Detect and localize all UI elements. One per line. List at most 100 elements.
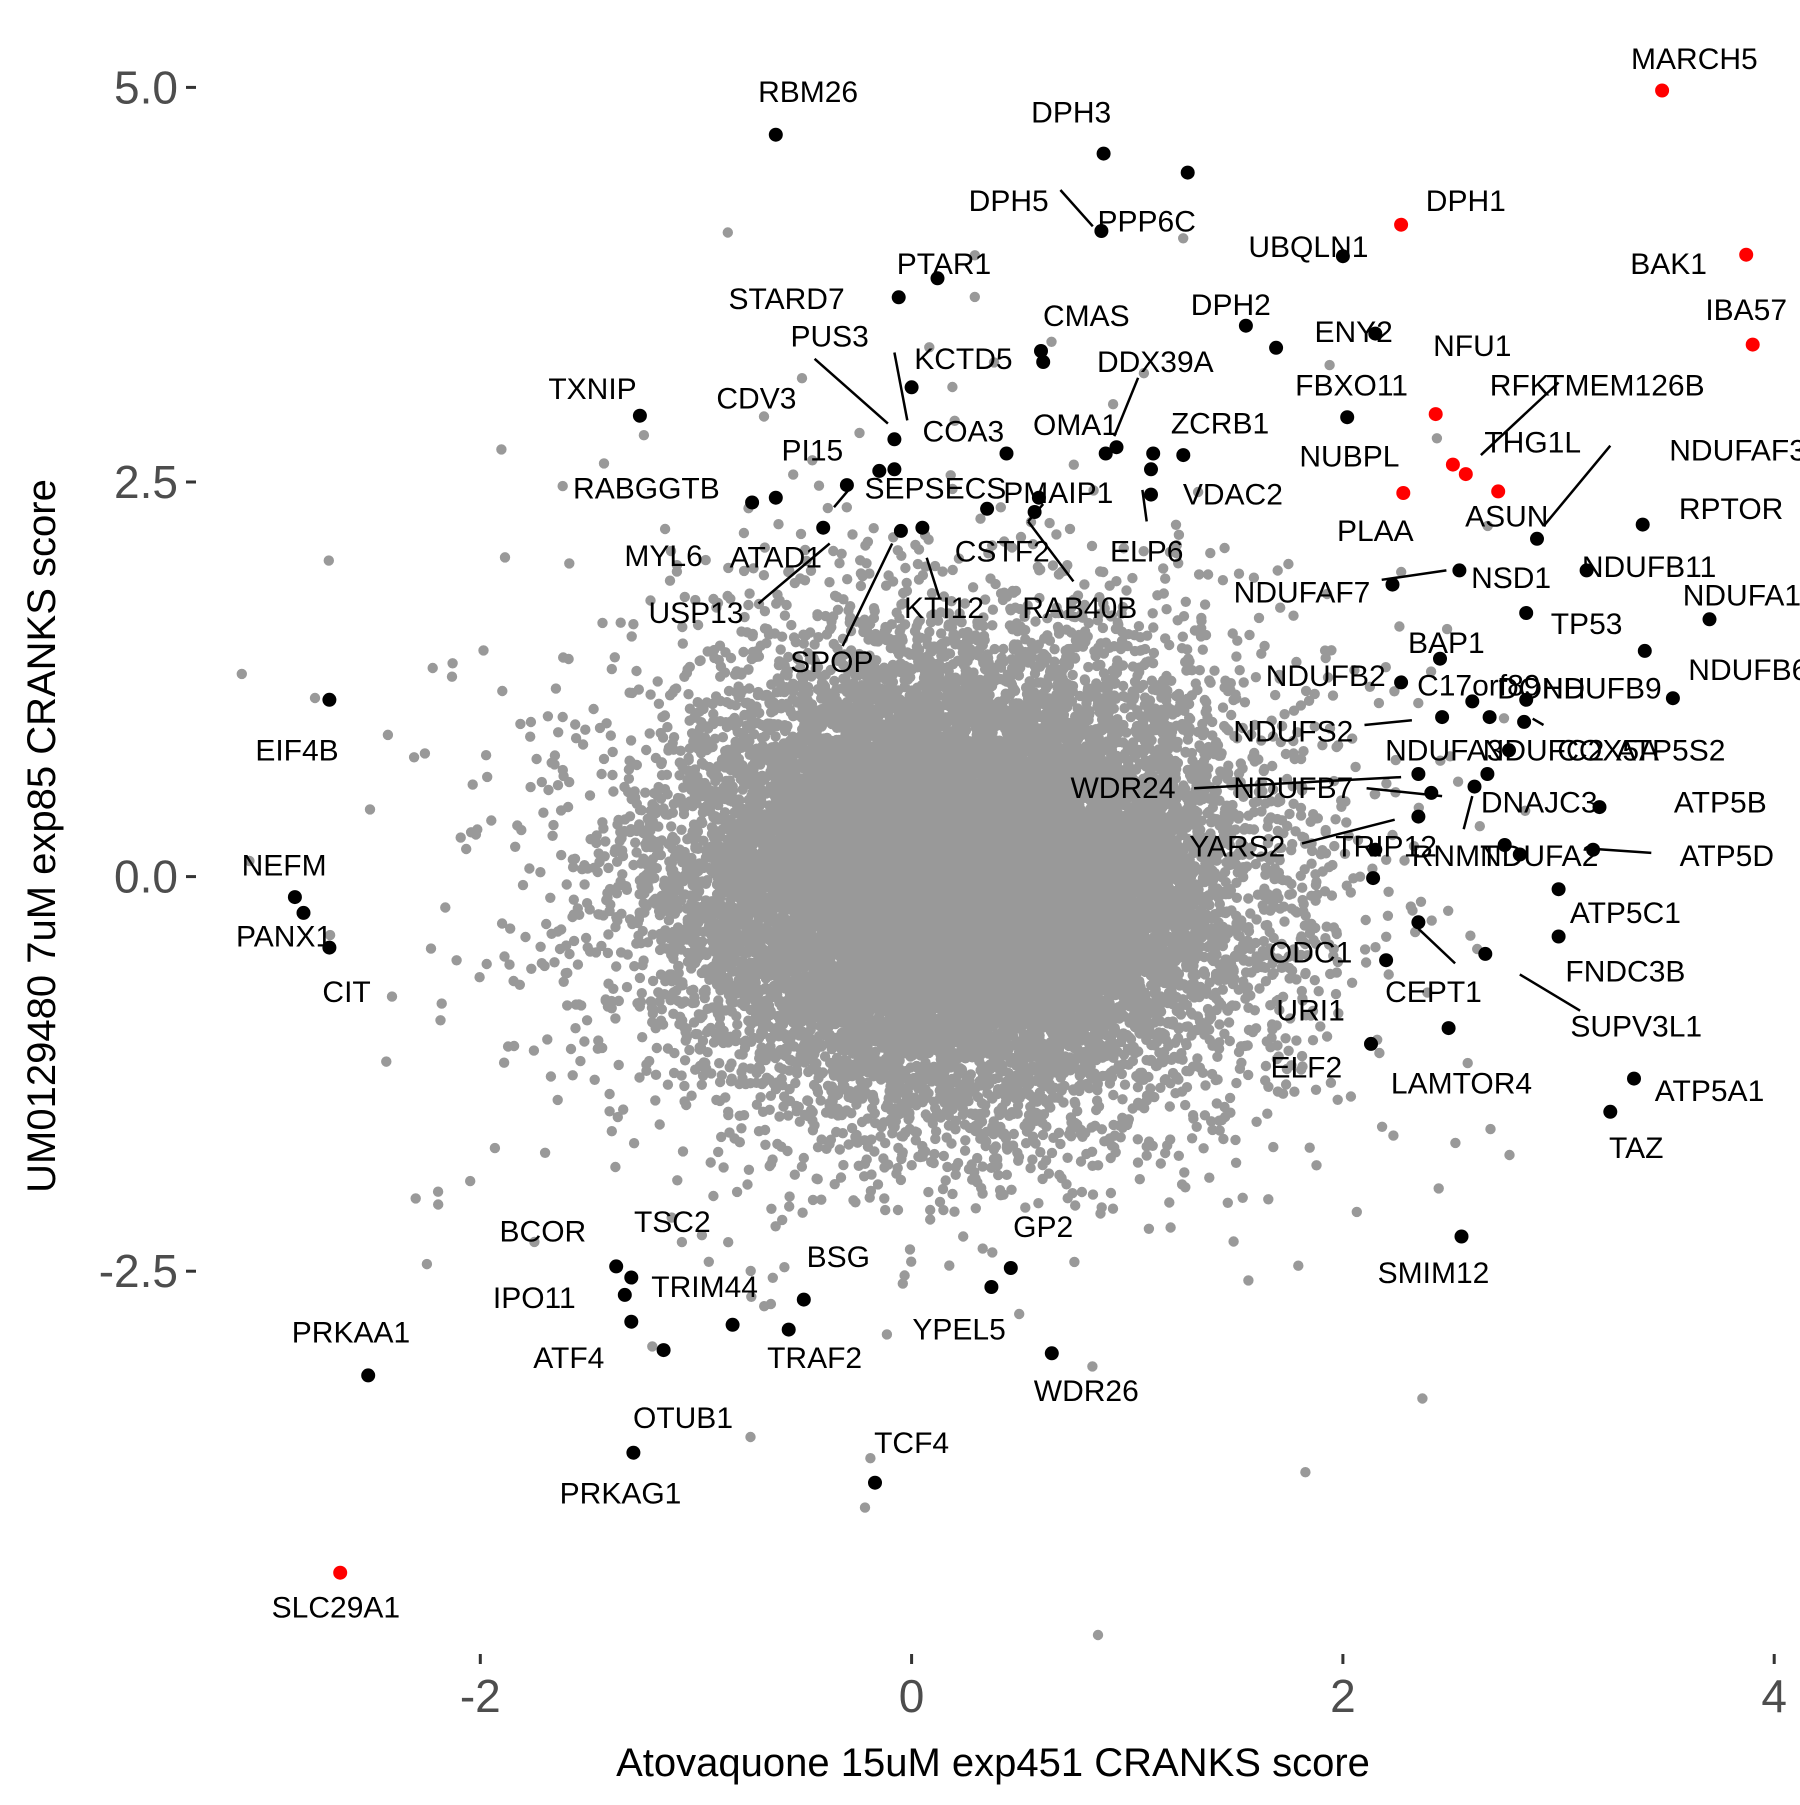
point-ddx39a [1098,446,1113,461]
gene-label-ndufb9: NDUFB9 [1542,673,1662,706]
leader-lines-layer [757,189,1652,1012]
leader-line [1301,818,1396,845]
point-rab40b [1027,505,1042,519]
point-atf4 [656,1343,671,1358]
point-atp5d [1586,842,1601,857]
gene-label-rfk: RFK [1490,370,1550,403]
leader-line [1542,444,1612,527]
gene-label-bsg: BSG [807,1241,870,1274]
gene-label-dph3: DPH3 [1031,97,1111,130]
point-nfu1 [1269,340,1284,355]
gene-label-panx1: PANX1 [236,921,332,954]
point-cox5a [1502,743,1516,758]
point-tmem126b [1491,484,1506,499]
point-cit [322,940,337,955]
gene-label-ipo11: IPO11 [493,1282,576,1315]
gene-label-ndufb2: NDUFB2 [1266,660,1386,693]
point-cdv3 [887,432,902,447]
gene-label-atf4: ATF4 [533,1342,604,1375]
gene-label-slc29a1: SLC29A1 [272,1591,400,1624]
point-ndufb2 [1394,675,1409,690]
leader-line [841,542,894,647]
point-ndufb9 [1665,691,1680,706]
gene-label-nfu1: NFU1 [1433,330,1511,363]
gene-label-tcf4: TCF4 [874,1427,949,1460]
gene-label-wdr26: WDR26 [1034,1375,1139,1408]
gene-label-odc1: ODC1 [1269,936,1352,969]
point-bsg [796,1292,811,1307]
point-bak1 [1739,247,1754,262]
y-tick-label: 0.0 [114,851,178,903]
point-smim12 [1454,1229,1469,1244]
gene-label-rabggtb: RABGGTB [573,472,720,505]
gene-label-tp53: TP53 [1551,608,1623,641]
point-usp13 [839,478,854,493]
gene-label-ubqln1: UBQLN1 [1248,231,1368,264]
leader-line [1462,795,1474,830]
point-rptor [1635,517,1650,532]
point-ndufb7 [1424,785,1439,800]
gene-label-myl6: MYL6 [624,540,702,573]
gene-label-nefm: NEFM [242,850,327,883]
point-dnajc3 [1467,779,1482,794]
point-atp5c1 [1551,882,1566,897]
gene-label-plaa: PLAA [1337,515,1414,548]
point-pmaip1 [1031,490,1046,505]
gene-label-gp2: GP2 [1013,1211,1073,1244]
gene-label-zcrb1: ZCRB1 [1171,408,1269,441]
leader-line [1059,189,1094,228]
gene-label-dnajc3: DNAJC3 [1481,786,1598,819]
gene-label-trim44: TRIM44 [651,1271,758,1304]
x-tick-label: 4 [1761,1670,1787,1722]
gene-label-dph1: DPH1 [1426,185,1506,218]
point-gp2 [1003,1261,1018,1275]
gene-label-dohh: DOHH [1497,673,1585,706]
leader-line [1027,520,1075,583]
gene-label-rab40b: RAB40B [1022,592,1137,625]
point-stard7 [891,290,906,305]
gene-label-cept1: CEPT1 [1385,976,1482,1009]
gene-label-asun: ASUN [1465,501,1548,534]
point-ndufa3 [1482,710,1497,725]
point-ipo11 [617,1287,632,1302]
point-c17orf89 [1465,694,1480,709]
point-pus3 [904,380,919,395]
leader-line [1194,775,1402,790]
point-asun [1458,467,1473,482]
gene-label-cmas: CMAS [1043,300,1130,333]
point-ndufb11 [1579,563,1594,578]
leader-line [1364,719,1413,727]
leader-line [1417,927,1456,965]
point-bap1 [1433,651,1447,666]
point-spop [893,523,908,538]
gene-label-lamtor4: LAMTOR4 [1391,1067,1532,1100]
point-elf2 [1364,1036,1378,1051]
gene-label-kctd5: KCTD5 [914,343,1012,376]
leader-line [1113,377,1140,437]
x-tick-label: 0 [899,1670,925,1722]
y-tick-label: 2.5 [114,456,178,508]
gene-label-uri1: URI1 [1276,995,1344,1028]
point-ndufaf3 [1530,531,1544,546]
point-ppp6c [1180,165,1195,180]
point-vdac2 [1144,462,1158,477]
point-fndc3b [1551,929,1566,944]
x-axis-title: Atovaquone 15uM exp451 CRANKS score [616,1741,1370,1785]
gene-label-rptor: RPTOR [1679,493,1783,526]
gene-label-dph5: DPH5 [969,185,1049,218]
gene-label-atad1: ATAD1 [730,542,822,575]
y-tick-label: 5.0 [114,61,178,113]
gene-label-supv3l1: SUPV3L1 [1570,1011,1702,1044]
gene-label-yars2: YARS2 [1189,831,1285,864]
point-kti12 [915,520,930,535]
point-nefm [287,890,302,905]
point-ndufs2 [1435,710,1450,725]
x-tick-label: 2 [1330,1670,1356,1722]
gene-label-ndufa3: NDUFA3 [1385,734,1503,767]
point-eif4b [322,692,337,707]
gene-label-ddx39a: DDX39A [1097,346,1214,379]
gene-label-wdr24: WDR24 [1070,772,1175,805]
gene-label-ndufb7: NDUFB7 [1233,772,1353,805]
gene-label-fbxo11: FBXO11 [1295,370,1408,403]
point-ndufb6 [1637,643,1652,658]
